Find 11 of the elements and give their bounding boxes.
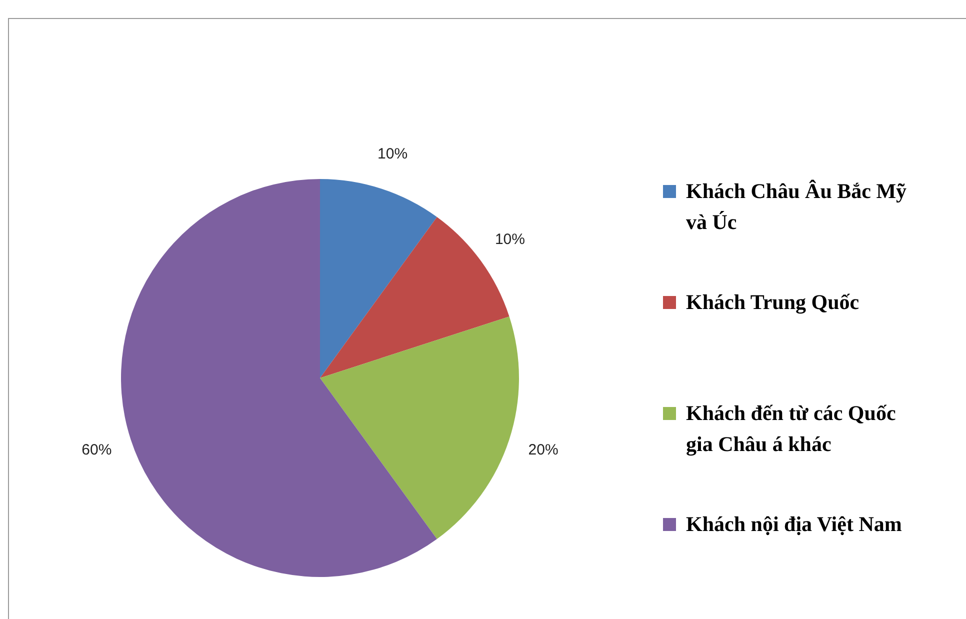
pie-slice xyxy=(320,179,437,378)
data-label: 20% xyxy=(528,442,558,459)
legend-label: Khách Trung Quốc xyxy=(686,290,860,314)
data-label: 10% xyxy=(378,146,408,163)
legend-label: Khách Châu Âu Bắc Mỹ và Úc xyxy=(686,179,908,234)
legend-label: Khách đến từ các Quốc gia Châu á khác xyxy=(686,401,896,456)
data-label: 60% xyxy=(82,442,112,459)
legend-label: Khách nội địa Việt Nam xyxy=(686,512,902,536)
data-label: 10% xyxy=(494,230,525,248)
pie-slice xyxy=(121,179,437,577)
pie-slice xyxy=(320,316,519,539)
